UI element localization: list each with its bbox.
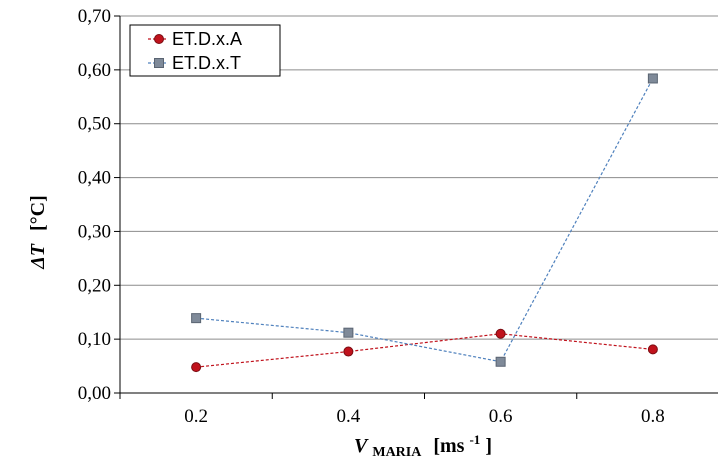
- x-tick-label: 0.4: [337, 406, 361, 427]
- y-tick-label: 0,10: [78, 329, 111, 350]
- legend: ET.D.x.A ET.D.x.T: [129, 24, 281, 77]
- legend-label-a: ET.D.x.A: [172, 29, 242, 49]
- x-tick-labels: 0.2 0.4 0.6 0.8: [184, 406, 665, 427]
- y-tick-label: 0,40: [78, 168, 111, 189]
- y-axis-title: ΔT [°C]: [27, 195, 49, 270]
- data-point-a: [191, 362, 202, 373]
- legend-label-t: ET.D.x.T: [172, 53, 241, 73]
- series-line-a: [196, 333, 653, 368]
- y-tick-label: 0,20: [78, 275, 111, 296]
- y-tick-labels: 0,00 0,10 0,20 0,30 0,40 0,50 0,60 0,70: [78, 6, 111, 404]
- legend-marker-circle: [154, 34, 164, 44]
- x-axis-subscript: MARIA: [372, 445, 422, 460]
- x-tick-label: 0.2: [184, 406, 208, 427]
- x-axis-unit-close: ]: [485, 435, 492, 457]
- data-point-t: [191, 313, 202, 324]
- x-tick-label: 0.8: [641, 406, 665, 427]
- data-point-t: [647, 73, 658, 84]
- series-line-t: [196, 78, 654, 363]
- y-tick-label: 0,70: [78, 6, 111, 27]
- data-point-a: [343, 346, 354, 357]
- y-tick-label: 0,60: [78, 60, 111, 81]
- series-layer: [191, 73, 658, 373]
- y-tick-label: 0,30: [78, 221, 111, 242]
- y-axis-unit: [°C]: [27, 195, 49, 231]
- x-axis-symbol: V: [354, 435, 369, 457]
- axes: [114, 15, 718, 399]
- data-point-t: [495, 356, 506, 367]
- y-tick-label: 0,00: [78, 383, 111, 404]
- x-axis-unit: [ms: [433, 435, 464, 457]
- data-point-t: [343, 327, 354, 338]
- y-axis-symbol: ΔT: [27, 243, 49, 270]
- y-tick-label: 0,50: [78, 114, 111, 135]
- x-axis-title: V MARIA [ms -1 ]: [354, 427, 492, 461]
- x-tick-label: 0.6: [489, 406, 513, 427]
- legend-marker-square: [154, 58, 164, 68]
- data-point-a: [647, 344, 658, 355]
- data-point-a: [495, 328, 506, 339]
- x-axis-unit-exponent: -1: [469, 432, 480, 447]
